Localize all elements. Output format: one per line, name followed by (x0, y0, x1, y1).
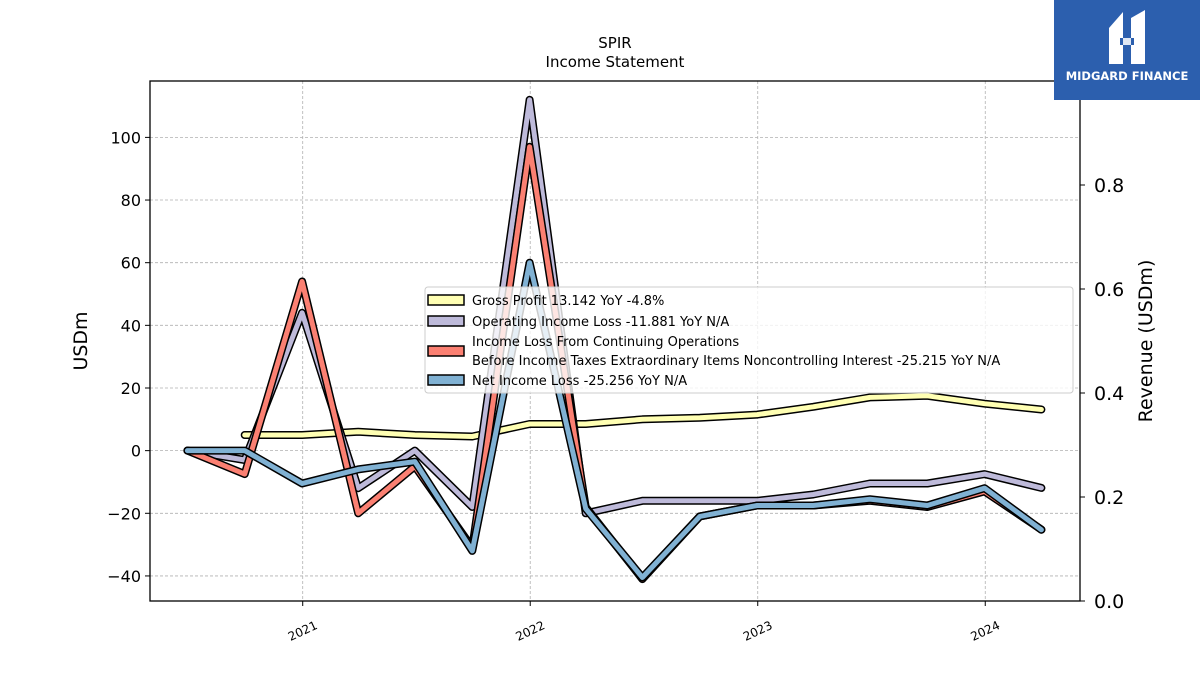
x-tick-label: 2024 (968, 618, 1002, 644)
legend: Gross Profit 13.142 YoY -4.8% Operating I… (424, 286, 1074, 394)
chart-subtitle: Income Statement (546, 53, 685, 71)
plot-frame (149, 80, 1081, 602)
legend-label: Net Income Loss -25.256 YoY N/A (472, 374, 687, 389)
y2-tick-label: 0.6 (1094, 279, 1124, 301)
chart-title: SPIR (598, 34, 631, 52)
legend-swatch (427, 315, 465, 327)
midgard-finance-logo: MIDGARD FINANCE (1054, 0, 1200, 100)
y2-tick-label: 0.0 (1094, 591, 1124, 613)
x-tick-label: 2023 (741, 618, 775, 644)
series-line (184, 260, 1044, 580)
legend-swatch (427, 345, 465, 357)
legend-box (424, 286, 1074, 394)
logo-text: MIDGARD FINANCE (1065, 69, 1189, 83)
y-tick-label: 40 (121, 316, 141, 335)
y2-tick-label: 0.4 (1094, 383, 1124, 405)
y-axis-label: USDm (70, 311, 92, 370)
series-line (242, 393, 1044, 439)
y-tick-label: 0 (131, 442, 141, 461)
y-tick-label: 60 (121, 254, 141, 273)
y2-tick-label: 0.2 (1094, 487, 1124, 509)
legend-label: Gross Profit 13.142 YoY -4.8% (472, 294, 664, 309)
y2-axis-ticks: 0.8 0.6 0.4 0.2 0.0 (1080, 175, 1124, 613)
x-tick-label: 2022 (513, 618, 547, 644)
y-tick-label: −40 (107, 567, 141, 586)
x-tick-label: 2021 (286, 618, 320, 644)
y-axis-ticks: 100 80 60 40 20 0 −20 −40 (107, 128, 150, 586)
series-lines (183, 95, 1046, 584)
y-tick-label: −20 (107, 504, 141, 523)
y2-tick-label: 0.8 (1094, 175, 1124, 197)
y-tick-label: 20 (121, 379, 141, 398)
y2-axis-label: Revenue (USDm) (1135, 260, 1157, 423)
legend-swatch (427, 294, 465, 306)
x-axis-ticks: 2021 2022 2023 2024 (286, 601, 1002, 644)
y-tick-label: 100 (110, 128, 141, 147)
legend-label: Operating Income Loss -11.881 YoY N/A (472, 315, 729, 330)
legend-swatch (427, 374, 465, 386)
legend-label: Income Loss From Continuing Operations Be… (472, 335, 1000, 369)
y-tick-label: 80 (121, 191, 141, 210)
midgard-logo-icon (1109, 10, 1145, 64)
